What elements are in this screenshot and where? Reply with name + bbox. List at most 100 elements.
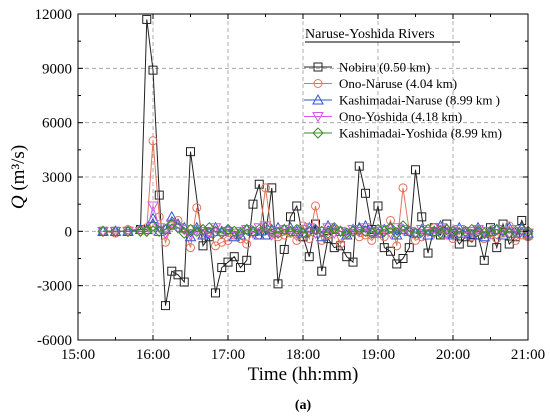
- data-point: [361, 188, 370, 198]
- data-point: [322, 219, 334, 231]
- x-tick-label: 20:00: [436, 347, 470, 363]
- data-point: [147, 201, 159, 213]
- data-point: [422, 223, 434, 236]
- y-axis-symbol: Q: [8, 195, 29, 209]
- data-point: [454, 239, 464, 249]
- data-point: [334, 225, 347, 238]
- data-point: [109, 225, 122, 238]
- data-point: [166, 218, 178, 230]
- data-point: [478, 227, 490, 239]
- data-point: [340, 228, 353, 240]
- data-point: [347, 225, 359, 238]
- data-point: [179, 277, 189, 287]
- data-point: [503, 227, 515, 239]
- data-point: [253, 223, 266, 234]
- data-point: [311, 201, 320, 211]
- legend-item: Nobiru (0.50 km): [304, 60, 430, 75]
- data-point: [217, 263, 227, 273]
- data-point: [228, 225, 240, 238]
- data-point: [516, 223, 528, 236]
- data-point: [498, 219, 508, 229]
- data-point: [215, 228, 228, 240]
- data-point: [279, 244, 289, 254]
- data-point: [372, 223, 384, 236]
- data-point: [386, 215, 395, 225]
- data-point: [292, 235, 302, 245]
- data-point: [322, 223, 334, 234]
- legend-label: Ono-Yoshida (4.18 km): [339, 109, 462, 124]
- data-point: [509, 227, 522, 238]
- series-line: [103, 223, 529, 234]
- legend-swatch-marker: [312, 93, 324, 105]
- data-point: [465, 228, 478, 240]
- data-point: [165, 219, 178, 231]
- data-point: [172, 222, 184, 234]
- data-point: [384, 222, 397, 234]
- data-point: [304, 252, 314, 262]
- data-point: [497, 225, 509, 238]
- data-point: [404, 243, 414, 253]
- data-point: [173, 270, 183, 280]
- series-4: [97, 218, 534, 239]
- data-point: [328, 228, 341, 240]
- data-point: [223, 257, 233, 267]
- data-point: [192, 203, 202, 213]
- data-point: [309, 223, 322, 236]
- series-layer: [97, 14, 534, 311]
- data-point: [297, 227, 309, 239]
- axis-ticks: [77, 13, 529, 341]
- data-point: [359, 219, 372, 231]
- data-point: [211, 288, 220, 298]
- data-point: [186, 243, 195, 253]
- data-point: [398, 254, 408, 263]
- data-point: [148, 136, 158, 146]
- data-point: [197, 223, 209, 236]
- data-point: [141, 225, 153, 238]
- data-point: [434, 219, 447, 231]
- legend-label: Ono-Naruse (4.04 km): [339, 76, 457, 91]
- data-point: [279, 230, 289, 240]
- y-tick-labels: -6000 -3000 0 3000 6000 9000 12000: [35, 7, 73, 349]
- data-point: [336, 239, 345, 249]
- data-point: [359, 225, 372, 238]
- x-tick-label: 16:00: [136, 347, 170, 363]
- data-point: [422, 228, 434, 240]
- data-point: [403, 225, 415, 238]
- x-tick-label: 17:00: [211, 347, 245, 363]
- data-point: [491, 223, 503, 236]
- data-point: [134, 226, 147, 238]
- y-tick-label: 3000: [42, 170, 72, 186]
- y-axis-units: (m³/s): [8, 145, 29, 196]
- data-point: [466, 223, 478, 236]
- data-point: [259, 228, 272, 240]
- legend-swatch-marker: [313, 79, 323, 88]
- y-tick-label: 12000: [35, 7, 73, 23]
- data-point: [122, 226, 134, 238]
- legend-swatch-marker: [313, 62, 323, 72]
- data-point: [492, 243, 502, 253]
- data-point: [409, 227, 422, 239]
- legend-label: Kashimadai-Naruse (8.99 km ): [339, 93, 500, 108]
- data-point: [241, 223, 253, 236]
- data-point: [142, 14, 152, 24]
- data-point: [247, 225, 259, 238]
- data-point: [122, 225, 134, 238]
- data-point: [147, 220, 159, 232]
- grid: [78, 14, 528, 340]
- x-tick-label: 19:00: [361, 347, 395, 363]
- data-point: [479, 255, 489, 265]
- data-point: [409, 228, 422, 240]
- data-point: [292, 201, 302, 211]
- data-point: [390, 228, 403, 240]
- data-point: [441, 223, 453, 236]
- data-point: [198, 241, 208, 251]
- data-point: [234, 228, 247, 240]
- data-point: [342, 252, 352, 262]
- data-point: [303, 225, 315, 238]
- data-point: [97, 226, 109, 238]
- panel-label: (a): [295, 398, 312, 413]
- data-point: [365, 228, 378, 240]
- data-point: [509, 225, 522, 238]
- data-point: [316, 225, 328, 238]
